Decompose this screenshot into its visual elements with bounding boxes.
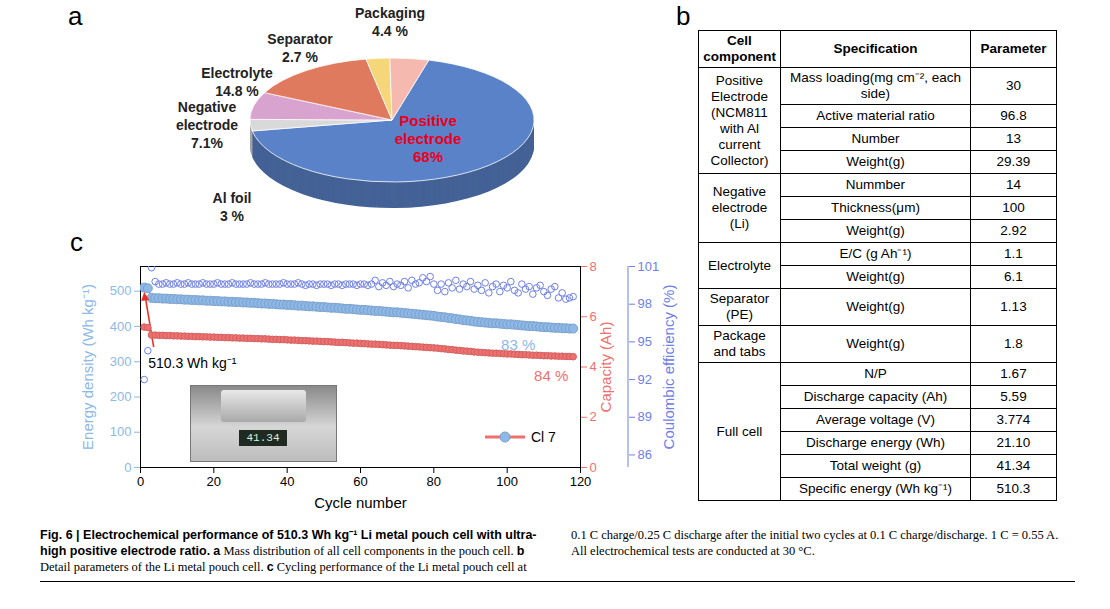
html-text:510.3: 510.3 — [996, 481, 1031, 496]
html-text:Total weight (g): Total weight (g) — [829, 458, 922, 473]
svg-text:40: 40 — [280, 474, 294, 489]
svg-text:8: 8 — [590, 259, 597, 274]
svg-text:0: 0 — [590, 460, 597, 475]
html-text:Mass loading(mg cm⁻², each sid: Mass loading(mg cm⁻², each side) — [790, 70, 961, 101]
html-text:N/P: N/P — [864, 366, 887, 381]
html-text:6.1: 6.1 — [1004, 269, 1023, 284]
svg-text:98: 98 — [638, 296, 652, 311]
svg-text:Coulombic efficiency (%): Coulombic efficiency (%) — [660, 285, 677, 450]
svg-text:92: 92 — [638, 372, 652, 387]
html-text:13: 13 — [1006, 131, 1021, 146]
html-text:Separator (PE): Separator (PE) — [709, 291, 770, 322]
html-text:96.8: 96.8 — [1000, 108, 1027, 123]
html-text:14: 14 — [1006, 177, 1021, 192]
html-text:Parameter: Parameter — [980, 41, 1047, 56]
svg-text:300: 300 — [110, 354, 132, 369]
svg-text:83 %: 83 % — [501, 335, 536, 353]
svg-text:0: 0 — [137, 474, 144, 489]
html-text:E/C (g Ah⁻¹): E/C (g Ah⁻¹) — [839, 246, 912, 261]
html-text:21.10: 21.10 — [996, 435, 1031, 450]
svg-text:500: 500 — [110, 283, 132, 298]
html-text:Electrolyte: Electrolyte — [708, 257, 771, 273]
html-text:1.1: 1.1 — [1004, 246, 1023, 261]
svg-text:0: 0 — [124, 460, 131, 475]
svg-text:6: 6 — [589, 308, 597, 324]
html-text:Weight(g): Weight(g) — [846, 299, 905, 314]
html-text:Cell component: Cell component — [703, 33, 776, 64]
html-text:Negative electrode (Li): Negative electrode (Li) — [711, 184, 768, 231]
html-text:30: 30 — [1006, 78, 1021, 93]
svg-text:120: 120 — [570, 474, 592, 489]
svg-text:Separator2.7 %: Separator2.7 % — [267, 31, 333, 65]
svg-text:20: 20 — [207, 474, 221, 489]
html-text:1.8: 1.8 — [1004, 336, 1023, 351]
html-text:41.34: 41.34 — [996, 458, 1031, 473]
svg-text:Cycle number: Cycle number — [314, 494, 407, 511]
html-text:Weight(g): Weight(g) — [846, 223, 905, 238]
svg-text:100: 100 — [496, 474, 518, 489]
svg-text:Positiveelectrode68%: Positiveelectrode68% — [395, 112, 462, 165]
svg-text:101: 101 — [638, 259, 660, 274]
svg-text:Energy density (Wh kg⁻¹): Energy density (Wh kg⁻¹) — [79, 284, 96, 450]
svg-text:Negativeelectrode7.1%: Negativeelectrode7.1% — [176, 99, 238, 151]
svg-text:Al foil3 %: Al foil3 % — [213, 190, 252, 224]
html-text:Full cell: Full cell — [716, 423, 763, 439]
svg-text:Capacity (Ah): Capacity (Ah) — [597, 322, 614, 413]
svg-text:2: 2 — [589, 409, 597, 425]
html-text:Package and tabs: Package and tabs — [713, 328, 766, 359]
html-text:3.774: 3.774 — [996, 412, 1031, 427]
html-text:Discharge capacity (Ah): Discharge capacity (Ah) — [803, 389, 948, 404]
svg-text:80: 80 — [427, 474, 441, 489]
html-text:Cl 7: Cl 7 — [531, 429, 556, 445]
html-text:1.67: 1.67 — [1000, 366, 1027, 381]
html-text:a: a — [68, 1, 83, 31]
html-text:Active material ratio: Active material ratio — [816, 108, 935, 123]
svg-text:400: 400 — [110, 319, 132, 334]
html-text:29.39: 29.39 — [996, 154, 1031, 169]
html-text:Number: Number — [851, 131, 900, 146]
html-text:Discharge energy (Wh): Discharge energy (Wh) — [806, 435, 945, 450]
svg-text:510.3 Wh kg⁻¹: 510.3 Wh kg⁻¹ — [148, 355, 237, 371]
svg-text:Packaging4.4 %: Packaging4.4 % — [355, 5, 425, 39]
html-text:100: 100 — [1002, 200, 1025, 215]
html-text:Thickness(μm): Thickness(μm) — [831, 200, 920, 215]
html-text:Average voltage (V): Average voltage (V) — [816, 412, 935, 427]
html-text:c: c — [70, 227, 83, 257]
svg-text:4: 4 — [589, 359, 597, 375]
svg-text:89: 89 — [638, 409, 652, 424]
html-text:5.59: 5.59 — [1000, 389, 1027, 404]
html-text:Weight(g): Weight(g) — [846, 336, 905, 351]
html-text:Weight(g): Weight(g) — [846, 269, 905, 284]
svg-text:Electrolyte14.8 %: Electrolyte14.8 % — [201, 65, 273, 99]
html-text:Weight(g): Weight(g) — [846, 154, 905, 169]
svg-text:86: 86 — [638, 447, 652, 462]
svg-text:84 %: 84 % — [534, 367, 568, 384]
html-text:Positive Electrode (NCM811 wit: Positive Electrode (NCM811 with Al curre… — [710, 72, 769, 168]
svg-text:200: 200 — [110, 389, 132, 404]
svg-text:60: 60 — [353, 474, 367, 489]
html-text:b: b — [676, 1, 691, 31]
svg-text:100: 100 — [110, 424, 132, 439]
html-text:Nummber: Nummber — [845, 177, 906, 192]
html-text:Specification: Specification — [833, 41, 918, 56]
html-text:Fig. 6 | Electrochemical perfo: Fig. 6 | Electrochemical performance of … — [40, 528, 537, 558]
html-text:Detail parameters of the Li me: Detail parameters of the Li metal pouch … — [40, 528, 1059, 574]
html-text:Specific energy (Wh kg⁻¹): Specific energy (Wh kg⁻¹) — [799, 481, 952, 496]
html-text:41.34: 41.34 — [246, 432, 280, 444]
html-text:2.92: 2.92 — [1000, 223, 1027, 238]
svg-text:95: 95 — [638, 334, 652, 349]
html-text:1.13: 1.13 — [1000, 299, 1027, 314]
